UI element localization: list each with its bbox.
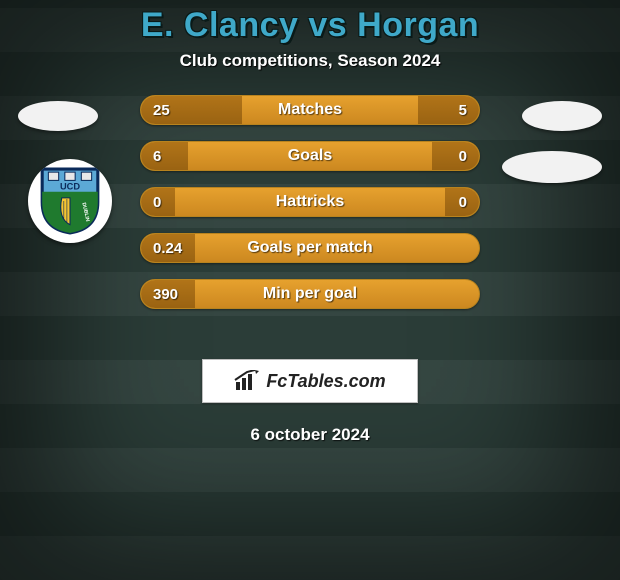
badge-text-top: UCD bbox=[60, 182, 80, 192]
player-right-avatar-slot bbox=[522, 101, 602, 131]
stat-segment-left bbox=[141, 142, 188, 170]
stat-segment-left bbox=[141, 188, 175, 216]
stat-bars: 255Matches 60Goals 00Hattricks 0.24Goals pe… bbox=[140, 95, 480, 325]
stat-label: Goals bbox=[141, 142, 479, 170]
page-subtitle: Club competitions, Season 2024 bbox=[0, 51, 620, 71]
stat-segment-left bbox=[141, 280, 195, 308]
player-right-club-slot bbox=[502, 151, 602, 183]
date-line: 6 october 2024 bbox=[0, 425, 620, 445]
stat-segment-right bbox=[445, 188, 479, 216]
stat-row: 0.24Goals per match bbox=[140, 233, 480, 263]
player-left-club-badge: UCD DUBLIN bbox=[28, 159, 112, 243]
chart-icon bbox=[234, 370, 260, 392]
page-title: E. Clancy vs Horgan bbox=[0, 0, 620, 45]
brand-box[interactable]: FcTables.com bbox=[202, 359, 418, 403]
comparison-area: UCD DUBLIN 255Matches60Goals00Hattricks0… bbox=[0, 109, 620, 339]
stat-segment-right bbox=[418, 96, 479, 124]
stat-row: 60Goals bbox=[140, 141, 480, 171]
stat-row: 390Min per goal bbox=[140, 279, 480, 309]
stat-row: 255Matches bbox=[140, 95, 480, 125]
stat-label: Hattricks bbox=[141, 188, 479, 216]
stat-segment-left bbox=[141, 234, 195, 262]
stat-segment-left bbox=[141, 96, 242, 124]
stat-segment-right bbox=[432, 142, 479, 170]
brand-text: FcTables.com bbox=[266, 371, 385, 392]
content-root: E. Clancy vs Horgan Club competitions, S… bbox=[0, 0, 620, 445]
player-left-avatar-slot bbox=[18, 101, 98, 131]
stat-row: 00Hattricks bbox=[140, 187, 480, 217]
